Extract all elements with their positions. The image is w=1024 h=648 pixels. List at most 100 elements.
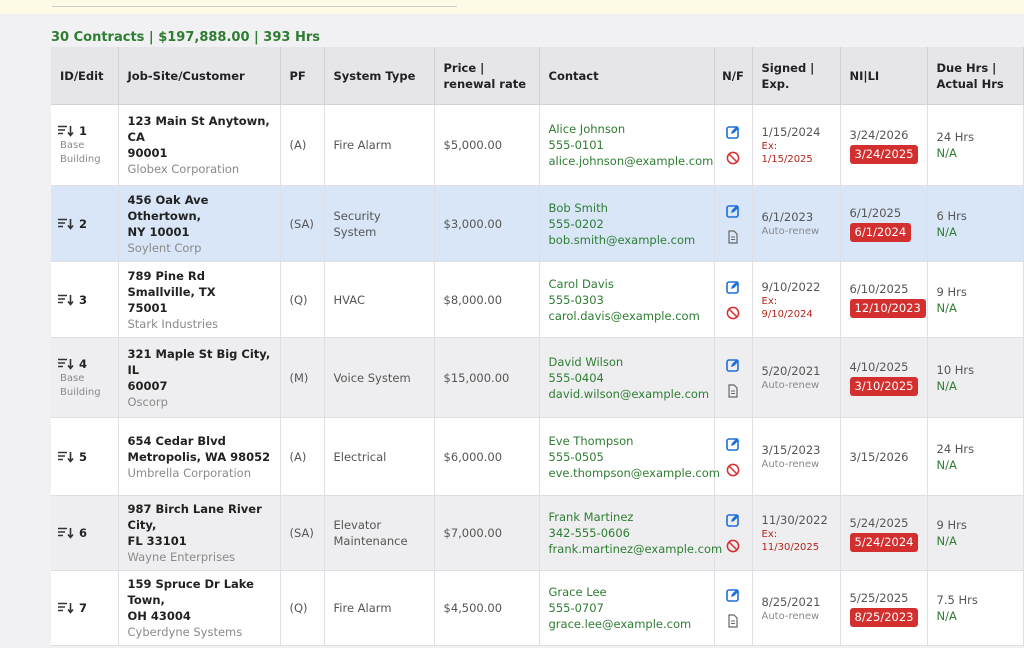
contact-phone[interactable]: 555-0404 — [548, 370, 604, 385]
contact-email[interactable]: david.wilson@example.com — [548, 386, 710, 401]
contact-phone[interactable]: 555-0202 — [548, 216, 604, 231]
customer-name[interactable]: Cyberdyne Systems — [127, 625, 243, 639]
customer-name[interactable]: Globex Corporation — [127, 162, 240, 176]
edit-icon[interactable] — [726, 588, 740, 602]
col-header-system-type[interactable]: System Type — [324, 47, 435, 105]
col-header-price[interactable]: Price | renewal rate — [434, 47, 540, 105]
table-row[interactable]: 2 456 Oak Ave Othertown, NY 10001 Soylen… — [51, 185, 1024, 262]
system-type-cell: HVAC — [324, 261, 435, 338]
nf-cell — [714, 104, 753, 186]
address-line1[interactable]: 123 Main St Anytown, CA — [127, 114, 270, 144]
contact-name[interactable]: Frank Martinez — [548, 510, 634, 524]
building-label-line1: Base — [60, 372, 85, 384]
system-type-cell: Security System — [324, 185, 435, 262]
contact-email[interactable]: grace.lee@example.com — [548, 617, 692, 631]
auto-renew-label: Auto-renew — [761, 226, 820, 237]
nf-cell — [714, 261, 753, 338]
contact-email[interactable]: frank.martinez@example.com — [548, 542, 723, 556]
contact-email[interactable]: eve.thompson@example.com — [548, 465, 720, 480]
table-row[interactable]: 7 159 Spruce Dr Lake Town, OH 43004 Cybe… — [51, 570, 1024, 646]
id-line[interactable]: 3 — [58, 292, 109, 308]
address-line2[interactable]: 90001 — [127, 146, 168, 160]
sort-edit-icon[interactable] — [58, 294, 74, 306]
contact-name[interactable]: Carol Davis — [548, 276, 614, 291]
col-header-signed[interactable]: Signed | Exp. — [752, 47, 841, 105]
document-icon[interactable] — [726, 383, 740, 398]
customer-name[interactable]: Soylent Corp — [127, 240, 202, 255]
address-line2[interactable]: NY 10001 — [127, 224, 190, 239]
ban-icon[interactable] — [726, 539, 740, 553]
contact-email[interactable]: carol.davis@example.com — [548, 308, 700, 323]
id-cell: 5 — [51, 417, 119, 496]
pf-cell: (A) — [280, 417, 325, 496]
id-line[interactable]: 4 — [58, 356, 109, 372]
contact-phone[interactable]: 555-0101 — [548, 138, 604, 152]
customer-name[interactable]: Umbrella Corporation — [127, 465, 252, 480]
col-header-id-edit[interactable]: ID/Edit — [51, 47, 119, 105]
address-line2[interactable]: 60007 — [127, 378, 168, 393]
contact-phone[interactable]: 555-0707 — [548, 601, 604, 615]
customer-name[interactable]: Stark Industries — [127, 316, 219, 331]
table-row[interactable]: 3 789 Pine Rd Smallville, TX 75001 Stark… — [51, 261, 1024, 338]
customer-name[interactable]: Oscorp — [127, 394, 168, 409]
contact-cell: Carol Davis 555-0303 carol.davis@example… — [539, 261, 715, 338]
address-line2[interactable]: OH 43004 — [127, 609, 191, 623]
signed-cell: 6/1/2023 Auto-renew — [752, 185, 841, 262]
id-line[interactable]: 2 — [58, 216, 109, 232]
contact-name[interactable]: Alice Johnson — [548, 122, 626, 136]
table-row[interactable]: 1 Base Building 123 Main St Anytown, CA … — [51, 104, 1024, 186]
sort-edit-icon[interactable] — [58, 218, 74, 230]
address-line1[interactable]: 654 Cedar Blvd — [127, 433, 226, 448]
contact-email[interactable]: bob.smith@example.com — [548, 232, 696, 247]
sort-edit-icon[interactable] — [58, 602, 74, 614]
contact-name[interactable]: Grace Lee — [548, 585, 607, 599]
contact-name[interactable]: Bob Smith — [548, 200, 608, 215]
sort-edit-icon[interactable] — [58, 527, 74, 539]
edit-icon[interactable] — [726, 513, 740, 527]
id-line[interactable]: 5 — [58, 449, 109, 465]
contact-phone[interactable]: 342-555-0606 — [548, 526, 630, 540]
edit-icon[interactable] — [726, 125, 740, 139]
id-line[interactable]: 6 — [58, 525, 109, 541]
ban-icon[interactable] — [726, 463, 740, 477]
edit-icon[interactable] — [726, 437, 740, 451]
address-line1[interactable]: 987 Birch Lane River City, — [127, 502, 262, 532]
contact-phone[interactable]: 555-0303 — [548, 292, 604, 307]
address-line1[interactable]: 456 Oak Ave Othertown, — [127, 192, 209, 223]
col-header-ni-li[interactable]: NI|LI — [840, 47, 928, 105]
address-line2[interactable]: Metropolis, WA 98052 — [127, 449, 271, 464]
col-header-contact[interactable]: Contact — [539, 47, 715, 105]
next-inspection-date: 5/25/2025 — [849, 590, 909, 605]
col-header-pf[interactable]: PF — [280, 47, 325, 105]
actual-hours: N/A — [936, 609, 957, 623]
contact-name[interactable]: David Wilson — [548, 354, 624, 369]
address-line2[interactable]: 75001 — [127, 300, 168, 315]
edit-icon[interactable] — [726, 204, 740, 218]
col-header-nf[interactable]: N/F — [714, 47, 753, 105]
table-row[interactable]: 6 987 Birch Lane River City, FL 33101 Wa… — [51, 495, 1024, 571]
address-line2[interactable]: FL 33101 — [127, 534, 187, 548]
col-header-due[interactable]: Due Hrs | Actual Hrs — [927, 47, 1024, 105]
sort-edit-icon[interactable] — [58, 451, 74, 463]
sort-edit-icon[interactable] — [58, 125, 74, 137]
table-row[interactable]: 4 Base Building 321 Maple St Big City, I… — [51, 337, 1024, 418]
document-icon[interactable] — [726, 614, 740, 628]
col-header-job-site[interactable]: Job-Site/Customer — [118, 47, 281, 105]
contact-phone[interactable]: 555-0505 — [548, 449, 604, 464]
edit-icon[interactable] — [726, 280, 740, 294]
id-line[interactable]: 7 — [58, 600, 109, 616]
contact-email[interactable]: alice.johnson@example.com — [548, 154, 714, 168]
document-icon[interactable] — [726, 229, 740, 244]
sort-edit-icon[interactable] — [58, 358, 74, 370]
ni-li-cell: 5/25/2025 8/25/2023 — [840, 570, 928, 646]
ban-icon[interactable] — [726, 151, 740, 165]
ban-icon[interactable] — [726, 306, 740, 320]
address-line1[interactable]: 159 Spruce Dr Lake Town, — [127, 577, 254, 607]
table-row[interactable]: 5 654 Cedar Blvd Metropolis, WA 98052 Um… — [51, 417, 1024, 496]
edit-icon[interactable] — [726, 358, 740, 372]
address-line1[interactable]: 321 Maple St Big City, IL — [127, 346, 271, 377]
id-line[interactable]: 1 — [58, 123, 109, 139]
customer-name[interactable]: Wayne Enterprises — [127, 550, 236, 564]
contact-name[interactable]: Eve Thompson — [548, 433, 634, 448]
address-line1[interactable]: 789 Pine Rd Smallville, TX — [127, 268, 216, 299]
